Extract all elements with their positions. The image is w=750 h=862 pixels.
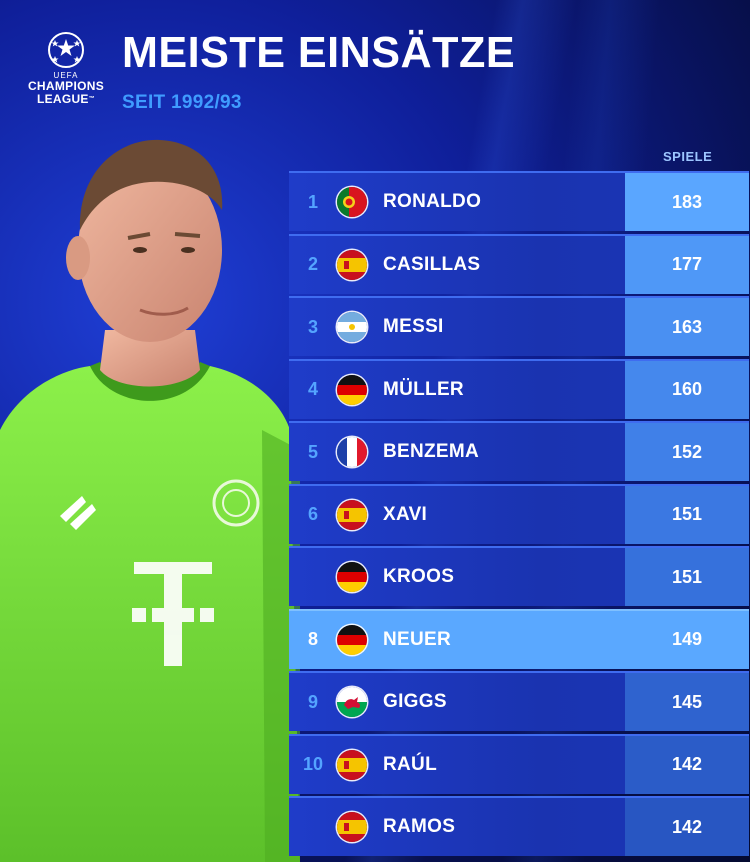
games-count: 152 [625, 423, 749, 481]
portugal-flag-icon [337, 187, 367, 217]
spain-flag-icon [337, 812, 367, 842]
table-row: 3 MESSI 163 [289, 296, 749, 356]
games-count: 163 [625, 298, 749, 356]
player-name: BENZEMA [383, 441, 480, 462]
player-image [0, 139, 300, 862]
games-count: 183 [625, 173, 749, 231]
page-subtitle: SEIT 1992/93 [122, 92, 242, 113]
player-name: GIGGS [383, 691, 447, 712]
germany-flag-icon [337, 562, 367, 592]
table-row: 9 GIGGS 145 [289, 671, 749, 731]
player-name: MESSI [383, 316, 444, 337]
spain-flag-icon [337, 749, 367, 780]
spain-flag-icon [337, 249, 367, 280]
player-name: CASILLAS [383, 253, 481, 275]
germany-flag-icon [337, 374, 367, 405]
germany-flag-icon [337, 624, 367, 655]
table-row: 8 NEUER 149 [289, 608, 749, 669]
games-count: 149 [625, 610, 749, 669]
argentina-flag-icon [337, 312, 367, 342]
player-name: MÜLLER [383, 378, 464, 400]
games-count: 145 [625, 673, 749, 731]
games-count: 160 [625, 360, 749, 419]
rank-number: 9 [307, 691, 318, 712]
rank-number: 3 [307, 316, 318, 337]
player-name: RAMOS [383, 816, 456, 837]
games-count: 142 [625, 798, 749, 856]
rank-number: 10 [302, 754, 324, 774]
player-name: RONALDO [383, 191, 482, 212]
rank-number: 2 [307, 254, 318, 274]
table-row: 2 CASILLAS 177 [289, 233, 749, 294]
table-row: 10 RAÚL 142 [289, 733, 749, 794]
page-title: MEISTE EINSÄTZE [122, 28, 516, 77]
rank-number: 6 [307, 504, 318, 524]
games-count: 142 [625, 735, 749, 794]
games-column-header: SPIELE [663, 149, 713, 164]
table-row: 4 MÜLLER 160 [289, 358, 749, 419]
logo-league-text: LEAGUE™ [36, 92, 96, 106]
rank-number: 8 [307, 629, 318, 649]
ranking-table: 1 RONALDO 183 2 CASILLAS 177 3 MESSI 163 4 MÜLLER 1… [289, 171, 749, 859]
table-row: 5 BENZEMA 152 [289, 421, 749, 481]
table-row: 1 RONALDO 183 [289, 171, 749, 231]
rank-number: 5 [307, 441, 318, 462]
games-count: 151 [625, 548, 749, 606]
wales-flag-icon [337, 687, 367, 717]
logo-champions-text: CHAMPIONS [27, 79, 105, 93]
player-name: RAÚL [383, 753, 437, 775]
champions-league-logo: UEFA CHAMPIONS LEAGUE™ [18, 30, 114, 106]
starball-icon [48, 32, 84, 68]
player-name: KROOS [383, 566, 455, 587]
table-row: 6 XAVI 151 [289, 483, 749, 544]
table-row: KROOS 151 [289, 546, 749, 606]
logo-uefa-text: UEFA [53, 71, 79, 80]
rank-number: 1 [307, 191, 318, 212]
player-name: NEUER [383, 628, 452, 650]
games-count: 177 [625, 235, 749, 294]
spain-flag-icon [337, 499, 367, 530]
france-flag-icon [337, 437, 367, 467]
player-name: XAVI [383, 503, 428, 525]
table-row: RAMOS 142 [289, 796, 749, 856]
rank-number: 4 [307, 379, 318, 399]
games-count: 151 [625, 485, 749, 544]
